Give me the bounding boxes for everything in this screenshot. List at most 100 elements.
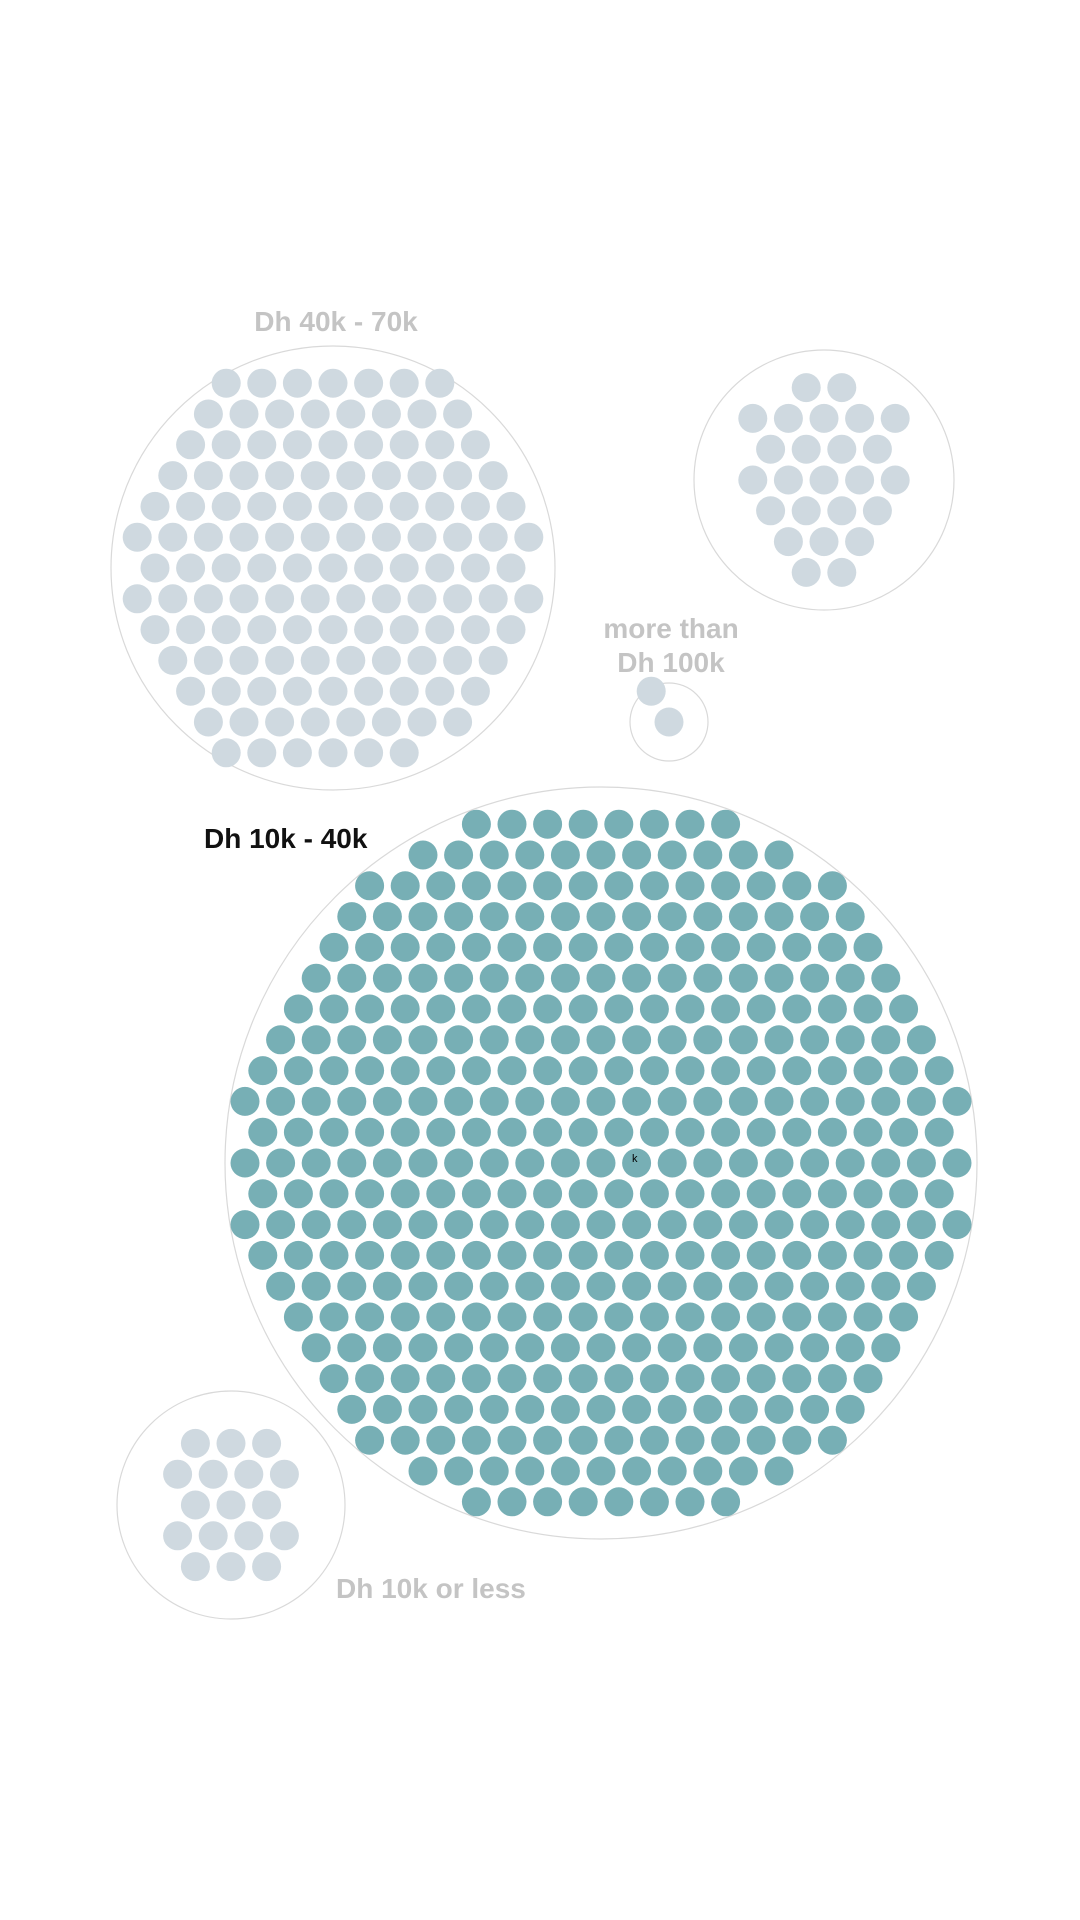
unit-dot bbox=[319, 1179, 349, 1209]
unit-dot bbox=[533, 871, 563, 901]
unit-dot bbox=[497, 1302, 527, 1332]
unit-dot bbox=[871, 1086, 901, 1116]
unit-dot bbox=[675, 1364, 705, 1394]
bubble-group-70k-100k[interactable] bbox=[693, 349, 955, 611]
bubble-group-10k-40k[interactable] bbox=[224, 786, 978, 1540]
unit-dot bbox=[300, 399, 330, 429]
unit-dot bbox=[408, 1210, 438, 1240]
unit-dot bbox=[479, 1210, 509, 1240]
unit-dot bbox=[265, 645, 295, 675]
unit-dot bbox=[158, 461, 188, 491]
unit-dot bbox=[817, 932, 847, 962]
unit-dot bbox=[301, 963, 331, 993]
bubble-group-40k-70k[interactable] bbox=[110, 345, 556, 791]
unit-dot bbox=[497, 1364, 527, 1394]
unit-dot bbox=[639, 1117, 669, 1147]
group-outline-70k-100k bbox=[693, 349, 955, 611]
unit-dot bbox=[301, 1271, 331, 1301]
unit-dot bbox=[372, 1333, 402, 1363]
unit-dot bbox=[756, 434, 786, 464]
unit-dot bbox=[389, 615, 419, 645]
unit-dot bbox=[390, 1364, 420, 1394]
unit-dot bbox=[496, 615, 526, 645]
unit-dot bbox=[300, 584, 330, 614]
unit-dot bbox=[478, 522, 508, 552]
unit-dot bbox=[426, 1425, 456, 1455]
unit-dot bbox=[390, 1302, 420, 1332]
unit-dot bbox=[229, 645, 259, 675]
unit-dot bbox=[371, 707, 401, 737]
unit-dot bbox=[355, 1056, 385, 1086]
unit-dot bbox=[266, 1025, 296, 1055]
unit-dot bbox=[460, 491, 490, 521]
unit-dot bbox=[889, 1240, 919, 1270]
unit-dot bbox=[425, 430, 455, 460]
unit-dot bbox=[835, 963, 865, 993]
unit-dot bbox=[800, 1025, 830, 1055]
unit-dot bbox=[942, 1148, 972, 1178]
unit-dot bbox=[318, 615, 348, 645]
unit-dot bbox=[300, 707, 330, 737]
unit-dot bbox=[773, 527, 803, 557]
unit-dot bbox=[337, 963, 367, 993]
unit-dot bbox=[319, 1056, 349, 1086]
unit-dot bbox=[234, 1521, 264, 1551]
unit-dot bbox=[461, 1364, 491, 1394]
unit-dot bbox=[443, 461, 473, 491]
unit-dot bbox=[461, 994, 491, 1024]
unit-dot bbox=[318, 368, 348, 398]
unit-dot bbox=[728, 840, 758, 870]
unit-dot bbox=[604, 994, 634, 1024]
unit-dot bbox=[657, 1394, 687, 1424]
unit-dot bbox=[479, 1394, 509, 1424]
unit-dot bbox=[622, 902, 652, 932]
unit-dot bbox=[622, 1025, 652, 1055]
unit-dot bbox=[782, 1364, 812, 1394]
unit-dot bbox=[835, 1394, 865, 1424]
unit-dot bbox=[746, 1240, 776, 1270]
unit-dot bbox=[800, 1333, 830, 1363]
unit-dot bbox=[319, 994, 349, 1024]
bubble-group-more-than-100k[interactable] bbox=[629, 676, 709, 762]
unit-dot bbox=[319, 1364, 349, 1394]
unit-dot bbox=[738, 465, 768, 495]
unit-dot bbox=[497, 809, 527, 839]
unit-dot bbox=[693, 963, 723, 993]
unit-dot bbox=[140, 491, 170, 521]
unit-dot bbox=[252, 1490, 282, 1520]
unit-dot bbox=[515, 1148, 545, 1178]
unit-dot bbox=[425, 615, 455, 645]
unit-dot bbox=[122, 522, 152, 552]
unit-dot bbox=[372, 902, 402, 932]
unit-dot bbox=[693, 1456, 723, 1486]
unit-dot bbox=[460, 553, 490, 583]
unit-dot bbox=[337, 1333, 367, 1363]
unit-dot bbox=[229, 399, 259, 429]
unit-dot bbox=[355, 1117, 385, 1147]
unit-dot bbox=[479, 1271, 509, 1301]
unit-dot bbox=[444, 1025, 474, 1055]
unit-dot bbox=[728, 1456, 758, 1486]
unit-dot bbox=[773, 403, 803, 433]
unit-dot bbox=[318, 553, 348, 583]
unit-dot bbox=[318, 676, 348, 706]
unit-dot bbox=[337, 1271, 367, 1301]
unit-dot bbox=[657, 902, 687, 932]
unit-dot bbox=[533, 1056, 563, 1086]
unit-dot bbox=[586, 1086, 616, 1116]
unit-dot bbox=[871, 1210, 901, 1240]
group-label-40k-70k: Dh 40k - 70k bbox=[254, 306, 418, 337]
unit-dot bbox=[355, 932, 385, 962]
unit-dot bbox=[636, 676, 666, 706]
unit-dot bbox=[211, 491, 241, 521]
unit-dot bbox=[336, 584, 366, 614]
unit-dot bbox=[515, 1086, 545, 1116]
unit-dot bbox=[390, 932, 420, 962]
unit-dot bbox=[817, 1364, 847, 1394]
unit-dot bbox=[604, 871, 634, 901]
unit-dot bbox=[176, 430, 206, 460]
bubble-group-10k-or-less[interactable] bbox=[116, 1390, 346, 1620]
unit-dot bbox=[835, 1148, 865, 1178]
